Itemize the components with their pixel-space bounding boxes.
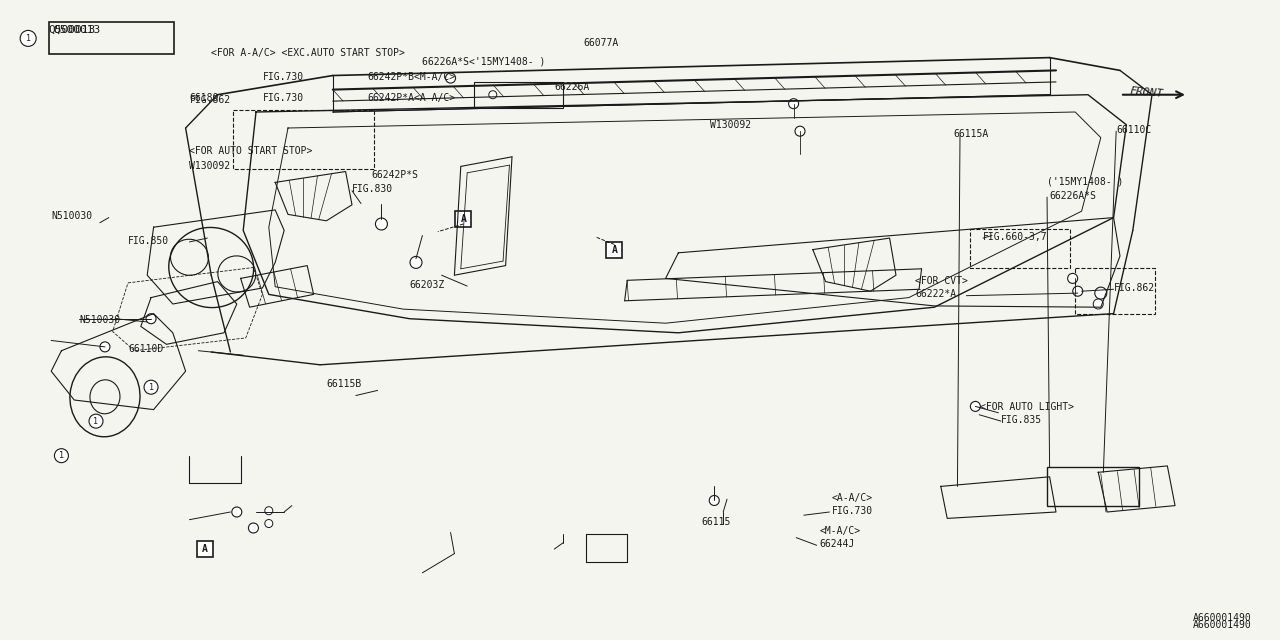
Text: <FOR A-A/C> <EXC.AUTO START STOP>: <FOR A-A/C> <EXC.AUTO START STOP> — [211, 48, 404, 58]
Text: 66180: 66180 — [189, 93, 219, 103]
Text: ('15MY1408- ): ('15MY1408- ) — [1047, 176, 1124, 186]
Text: A: A — [612, 244, 617, 255]
Text: 1: 1 — [93, 417, 99, 426]
Text: <FOR AUTO START STOP>: <FOR AUTO START STOP> — [189, 146, 312, 156]
Bar — [233, 110, 374, 169]
Text: <M-A/C>: <M-A/C> — [819, 526, 860, 536]
Text: FIG.862: FIG.862 — [189, 95, 230, 105]
Bar — [474, 82, 563, 108]
Circle shape — [1093, 299, 1103, 309]
Circle shape — [265, 520, 273, 527]
Bar — [1075, 268, 1155, 314]
Text: FIG.660-3,7: FIG.660-3,7 — [983, 232, 1047, 242]
Bar — [456, 211, 471, 227]
Circle shape — [970, 401, 980, 412]
Text: FIG.835: FIG.835 — [1001, 415, 1042, 425]
Circle shape — [145, 380, 157, 394]
Circle shape — [489, 91, 497, 99]
Text: A: A — [202, 544, 207, 554]
Text: Q500013: Q500013 — [49, 24, 96, 35]
Circle shape — [1073, 286, 1083, 296]
Text: <A-A/C>: <A-A/C> — [832, 493, 873, 503]
Text: 66115: 66115 — [701, 517, 731, 527]
Text: FIG.730: FIG.730 — [832, 506, 873, 516]
Text: 66110C: 66110C — [1116, 125, 1152, 135]
Text: Q500013: Q500013 — [54, 24, 101, 35]
Circle shape — [795, 126, 805, 136]
Text: 1: 1 — [148, 383, 154, 392]
Circle shape — [410, 257, 422, 268]
Text: N510030: N510030 — [79, 315, 120, 325]
Text: 66242P*A<A-A/C>: 66242P*A<A-A/C> — [367, 93, 456, 103]
Text: A660001490: A660001490 — [1193, 613, 1252, 623]
Text: 66115A: 66115A — [954, 129, 989, 140]
Circle shape — [232, 507, 242, 517]
Text: 66077A: 66077A — [584, 38, 620, 49]
Text: A660001490: A660001490 — [1193, 620, 1252, 630]
Text: 66226A*S<'15MY1408- ): 66226A*S<'15MY1408- ) — [422, 56, 545, 67]
Bar — [970, 229, 1070, 268]
Text: 66110D: 66110D — [128, 344, 164, 355]
Circle shape — [20, 30, 36, 46]
Circle shape — [1094, 287, 1107, 299]
Text: 66244J: 66244J — [819, 539, 855, 549]
Circle shape — [55, 449, 68, 463]
Text: FIG.862: FIG.862 — [1114, 283, 1155, 293]
Text: 1: 1 — [59, 451, 64, 460]
Text: 1: 1 — [26, 34, 31, 43]
Text: W130092: W130092 — [189, 161, 230, 172]
Circle shape — [90, 414, 102, 428]
Text: <FOR AUTO LIGHT>: <FOR AUTO LIGHT> — [980, 402, 1074, 412]
Circle shape — [248, 523, 259, 533]
Text: FIG.730: FIG.730 — [262, 72, 303, 82]
Circle shape — [146, 314, 156, 324]
Text: W130092: W130092 — [710, 120, 751, 131]
Text: FRONT: FRONT — [1129, 86, 1164, 99]
Bar — [49, 22, 174, 54]
Text: 66226A*S: 66226A*S — [1050, 191, 1097, 201]
Text: A: A — [461, 214, 466, 224]
Text: 66242P*S: 66242P*S — [371, 170, 419, 180]
Bar — [197, 541, 212, 557]
Circle shape — [265, 507, 273, 515]
Circle shape — [788, 99, 799, 109]
Circle shape — [375, 218, 388, 230]
Circle shape — [100, 342, 110, 352]
Circle shape — [1068, 273, 1078, 284]
Text: <FOR CVT>: <FOR CVT> — [915, 276, 968, 287]
Text: FIG.850: FIG.850 — [128, 236, 169, 246]
Text: 66203Z: 66203Z — [410, 280, 445, 291]
Text: FIG.830: FIG.830 — [352, 184, 393, 195]
Circle shape — [709, 495, 719, 506]
Text: 66115B: 66115B — [326, 379, 362, 389]
Text: 66242P*B<M-A/C>: 66242P*B<M-A/C> — [367, 72, 456, 82]
Bar — [607, 241, 622, 257]
Text: 66222*A: 66222*A — [915, 289, 956, 300]
Text: N510030: N510030 — [51, 211, 92, 221]
Circle shape — [445, 73, 456, 83]
Text: FIG.730: FIG.730 — [262, 93, 303, 103]
Bar — [1047, 467, 1139, 506]
Text: 66226A: 66226A — [554, 82, 590, 92]
